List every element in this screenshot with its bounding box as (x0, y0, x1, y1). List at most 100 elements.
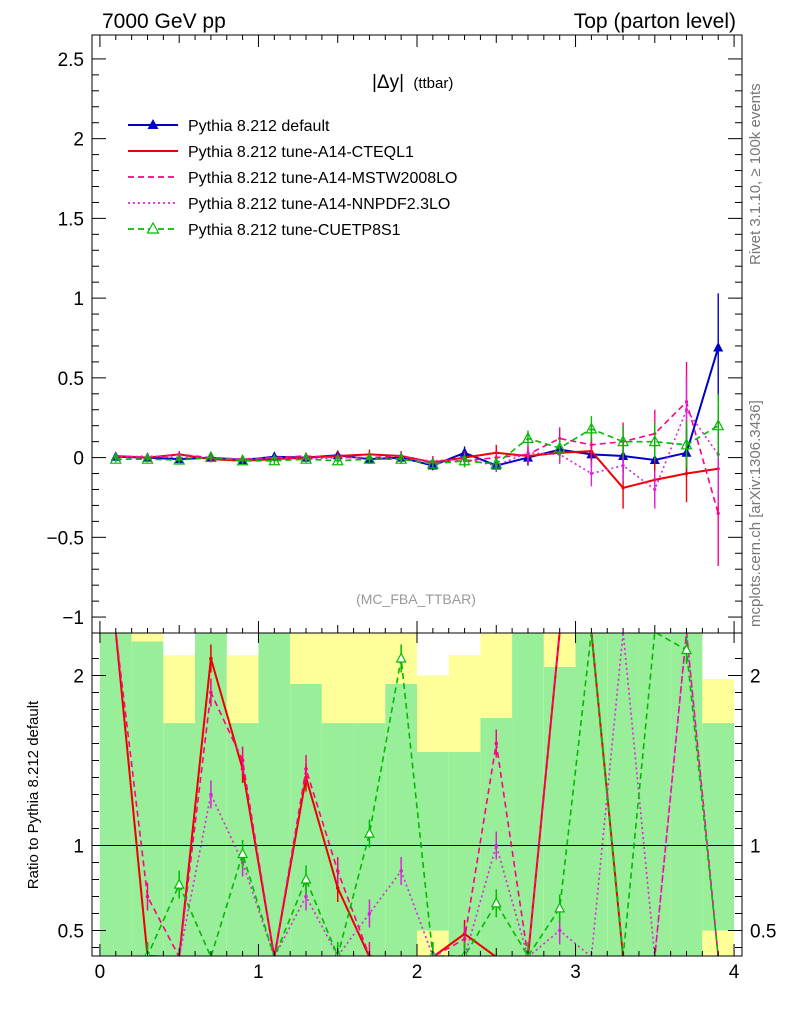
data-point (684, 471, 689, 476)
y-tick-label: 0.5 (58, 369, 84, 390)
data-point (300, 452, 313, 464)
ratio-y-tick-label-right: 2 (750, 667, 761, 688)
ratio-point (494, 741, 499, 746)
chart-title: |Δy| (ttbar) (372, 72, 453, 93)
y-tick-label: 1.5 (58, 209, 84, 230)
chart-title-main: |Δy| (372, 72, 404, 93)
mcplots-label: mcplots.cern.ch [arXiv:1306.3436] (747, 400, 764, 627)
ratio-y-tick-label: 2 (73, 667, 84, 688)
data-point (141, 452, 154, 464)
ratio-band-green (258, 633, 291, 956)
ratio-point (209, 792, 213, 797)
data-point (716, 511, 720, 515)
analysis-label: (MC_FBA_TTBAR) (356, 591, 476, 607)
x-tick-label: 3 (570, 962, 581, 983)
data-point (684, 408, 689, 412)
data-point (490, 457, 503, 469)
x-tick-label: 2 (412, 962, 423, 983)
ratio-band-green (702, 723, 735, 931)
data-point (521, 431, 534, 444)
x-tick-label: 0 (95, 962, 106, 983)
ratio-series-line (115, 633, 719, 956)
ratio-band-green (512, 633, 544, 956)
data-point (173, 453, 186, 465)
ratio-point (335, 869, 340, 873)
ratio-panel (92, 633, 742, 956)
ratio-point (335, 886, 340, 890)
data-point (526, 451, 530, 455)
ratio-point (494, 843, 499, 848)
ratio-point (304, 767, 308, 771)
data-point (621, 486, 625, 490)
ratio-band-green (575, 633, 608, 956)
ratio-point (240, 758, 245, 763)
ratio-band-green (385, 684, 417, 956)
ratio-series-line (122, 633, 719, 956)
ratio-point (363, 827, 375, 838)
x-tick-label: 4 (729, 962, 740, 983)
data-point (713, 342, 724, 352)
data-point (109, 452, 122, 464)
legend-marker (146, 221, 160, 234)
legend-label: Pythia 8.212 tune-A14-MSTW2008LO (188, 170, 457, 187)
ratio-point (557, 928, 562, 933)
data-point (712, 418, 725, 431)
legend-marker (147, 119, 159, 129)
legend-label: Pythia 8.212 tune-A14-CTEQL1 (188, 144, 414, 161)
ratio-point (304, 894, 308, 899)
data-point (204, 450, 217, 463)
header-left: 7000 GeV pp (102, 10, 226, 33)
data-point (617, 434, 630, 447)
data-point (458, 453, 471, 466)
legend-label: Pythia 8.212 tune-A14-NNPDF2.3LO (188, 196, 450, 213)
data-point (653, 487, 657, 492)
ratio-band-green (607, 633, 639, 956)
data-point (553, 441, 566, 453)
y-tick-label: 2.5 (58, 50, 84, 71)
ratio-point (300, 873, 312, 884)
ratio-point (395, 652, 407, 663)
ratio-y-tick-label: 1 (73, 837, 84, 858)
ratio-frame (91, 632, 743, 957)
data-point (331, 453, 344, 466)
series-line (115, 347, 720, 467)
ratio-point (237, 847, 249, 859)
ratio-point (173, 878, 185, 889)
legend: Pythia 8.212 default Pythia 8.212 tune-A1… (128, 118, 457, 239)
header-right: Top (parton level) (574, 10, 736, 33)
data-point (621, 463, 625, 468)
y-tick-label: 0 (73, 449, 84, 470)
data-point (363, 452, 376, 464)
data-point (585, 422, 598, 434)
data-point (589, 443, 593, 447)
y-tick-label: 1 (73, 289, 84, 310)
x-tick-label: 1 (253, 962, 264, 983)
y-tick-label: −0.5 (46, 528, 84, 549)
ratio-ylabel: Ratio to Pythia 8.212 default (25, 700, 42, 889)
data-point (680, 438, 693, 450)
ratio-point (399, 869, 403, 873)
axes: 0 1 2 3 4 −1 −0.5 0 0.5 1 1.5 2 2.5 0.5 0.5 1 1 2 2 (46, 35, 776, 983)
data-point (268, 453, 281, 466)
ratio-point (490, 897, 502, 908)
data-point (236, 453, 249, 466)
ratio-point (462, 937, 467, 941)
ratio-point (209, 690, 213, 695)
ratio-point (209, 656, 213, 661)
y-tick-label: 2 (73, 130, 84, 151)
ratio-band-green (670, 633, 703, 956)
ratio-point (554, 902, 566, 913)
data-point (589, 471, 593, 476)
data-point (426, 457, 439, 469)
y-tick-label: −1 (62, 608, 84, 629)
legend-label: Pythia 8.212 default (188, 118, 330, 135)
ratio-point (145, 894, 150, 899)
ratio-band-green (417, 752, 449, 931)
ratio-y-tick-label-right: 1 (750, 837, 761, 858)
rivet-label: Rivet 3.1.10, ≥ 100k events (747, 83, 764, 265)
ratio-band-green (638, 633, 671, 956)
ratio-band-green (99, 633, 132, 956)
ratio-series-line (114, 633, 719, 956)
ratio-y-tick-label-right: 0.5 (750, 922, 776, 943)
